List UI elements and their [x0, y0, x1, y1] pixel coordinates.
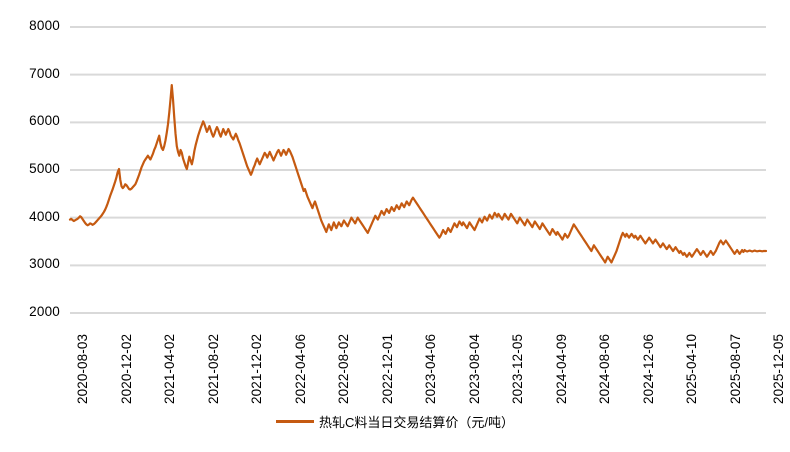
x-tick-label: 2022-12-01 [379, 333, 395, 404]
x-tick-label: 2025-08-07 [727, 333, 743, 404]
y-tick-label: 8000 [29, 18, 60, 33]
y-tick-label: 6000 [29, 113, 60, 129]
gridlines [70, 26, 766, 314]
x-tick-label: 2022-04-06 [292, 333, 308, 404]
x-tick-label: 2023-08-04 [466, 333, 482, 404]
legend-swatch-icon [275, 420, 314, 423]
x-tick-label: 2025-04-10 [684, 333, 699, 404]
y-tick-label: 5000 [29, 161, 60, 176]
x-tick-label: 2024-04-09 [553, 333, 569, 404]
x-tick-label: 2021-08-02 [205, 333, 221, 404]
x-tick-label: 2023-04-06 [423, 333, 438, 404]
y-tick-label: 7000 [29, 65, 60, 81]
x-tick-label: 2024-12-06 [640, 333, 656, 404]
legend-label: 热轧C料当日交易结算价（元/吨） [318, 415, 514, 430]
series-lines [68, 84, 768, 264]
x-tick-label: 2021-04-02 [162, 333, 177, 404]
y-tick-label: 4000 [29, 208, 60, 224]
y-tick-label: 3000 [29, 256, 60, 272]
chart-legend: 热轧C料当日交易结算价（元/吨） [0, 412, 790, 431]
x-tick-label: 2021-12-02 [249, 333, 264, 404]
x-tick-label: 2024-08-06 [597, 333, 612, 404]
x-tick-label: 2022-08-02 [336, 333, 351, 404]
x-tick-label: 2020-12-02 [118, 333, 134, 404]
x-tick-label: 2025-12-05 [771, 333, 786, 404]
y-tick-label: 2000 [29, 304, 60, 319]
x-tick-label: 2020-08-03 [75, 333, 90, 404]
series-line [68, 84, 768, 264]
x-tick-label: 2023-12-05 [510, 333, 525, 404]
